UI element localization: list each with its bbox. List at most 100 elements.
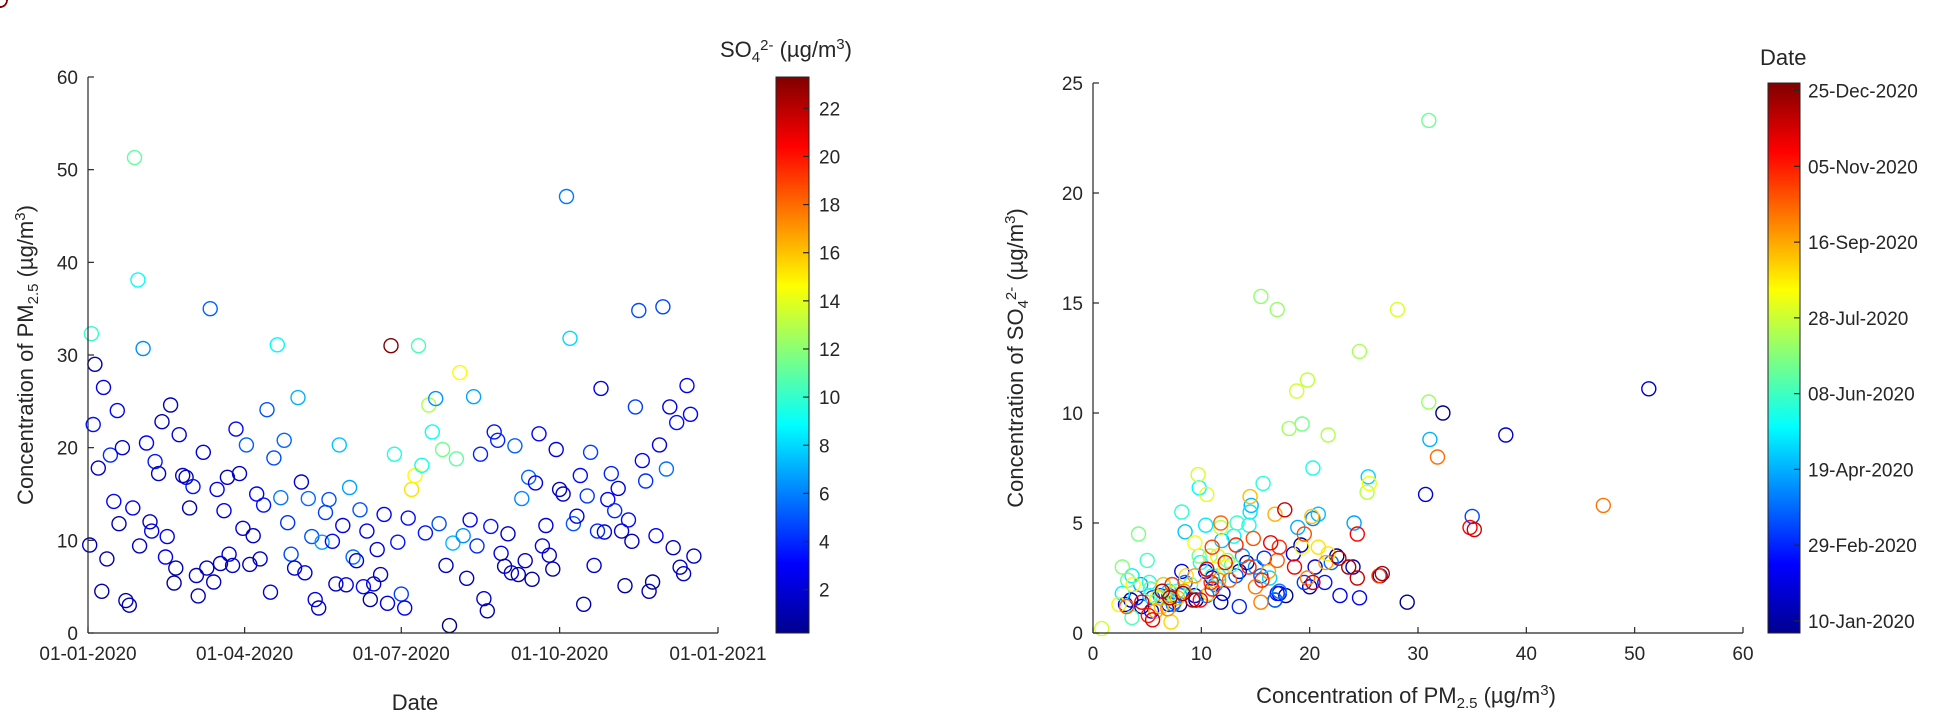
- right-scatter-point: [1595, 497, 1612, 514]
- left-scatter-point: [245, 528, 261, 544]
- right-scatter-point: [1310, 539, 1327, 555]
- left-scatter-point: [311, 600, 327, 616]
- left-scatter-point: [686, 548, 702, 564]
- right-scatter-point: [1351, 343, 1368, 360]
- right-scatter-point: [1192, 592, 1209, 608]
- left-scatter-point: [582, 444, 599, 460]
- left-scatter-point: [514, 490, 530, 507]
- left-scatter-point: [490, 432, 506, 448]
- right-x-tick-label: 10: [1191, 644, 1212, 665]
- right-scatter-point: [1417, 486, 1434, 503]
- left-scatter-point: [500, 526, 516, 542]
- right-colorbar-title: Date: [1760, 45, 1806, 70]
- right-colorbar-tick-label: 28-Jul-2020: [1808, 309, 1908, 330]
- left-colorbar-title: SO42- (µg/m3): [720, 36, 852, 66]
- left-scatter-point: [157, 549, 174, 565]
- right-y-tick-label: 10: [1062, 404, 1083, 425]
- left-scatter-point: [143, 523, 160, 539]
- left-scatter-point: [634, 452, 650, 469]
- left-scatter-point: [159, 528, 175, 545]
- right-x-tick-label: 20: [1299, 644, 1320, 665]
- left-scatter-point: [669, 414, 685, 431]
- left-scatter-point: [99, 551, 115, 567]
- left-scatter-point: [555, 486, 571, 502]
- right-axes: [1092, 83, 1743, 634]
- left-scatter-point: [273, 490, 289, 506]
- right-scatter-point: [1286, 559, 1303, 575]
- left-scatter-point: [576, 596, 592, 612]
- right-scatter-point: [1421, 394, 1437, 410]
- left-scatter-point: [697, 0, 711, 7]
- left-scatter-point: [355, 579, 372, 595]
- left-scatter-point: [142, 514, 158, 530]
- left-x-ticks: 01-01-2020 01-04-2020 01-07-2020 01-10-2020…: [39, 627, 767, 665]
- left-scatter-point: [593, 380, 609, 397]
- right-scatter-point: [1219, 552, 1236, 569]
- left-scatter-point: [644, 574, 661, 590]
- right-y-axis-label: Concentration of SO42- (µg/m3): [1002, 208, 1032, 508]
- right-scatter-point: [1340, 559, 1357, 575]
- right-scatter-point: [1213, 515, 1229, 531]
- left-scatter-point: [434, 441, 451, 458]
- left-scatter-point: [331, 437, 347, 453]
- right-scatter-point: [1155, 576, 1172, 593]
- left-scatter-point: [708, 0, 722, 7]
- right-scatter-point: [1304, 508, 1320, 525]
- right-x-tick-label: 50: [1624, 644, 1645, 665]
- right-scatter-point: [1269, 552, 1285, 569]
- left-scatter-point: [181, 500, 198, 516]
- left-scatter-point: [280, 515, 296, 531]
- right-scatter-point: [1144, 612, 1161, 628]
- right-scatter-point: [1148, 603, 1164, 619]
- left-scatter-point: [199, 560, 215, 576]
- left-chart: 01-01-2020 01-04-2020 01-07-2020 01-10-2020…: [12, 0, 852, 715]
- left-scatter-point: [125, 500, 141, 516]
- right-scatter-point: [1153, 598, 1170, 615]
- left-scatter-point: [613, 523, 630, 539]
- left-scatter-point: [548, 441, 564, 458]
- left-scatter-point: [352, 502, 368, 518]
- left-scatter-point: [87, 356, 103, 372]
- left-scatter-point: [102, 447, 119, 463]
- right-scatter-point: [1178, 568, 1194, 584]
- right-scatter-point: [1346, 515, 1362, 531]
- right-scatter-point: [1213, 594, 1229, 610]
- right-scatter-point: [1429, 449, 1446, 465]
- right-scatter-point: [1269, 301, 1285, 318]
- right-scatter-point: [1293, 537, 1309, 553]
- right-colorbar-tick-label: 05-Nov-2020: [1808, 157, 1918, 178]
- left-scatter-point: [297, 565, 313, 581]
- left-x-axis-label: Date: [392, 690, 438, 715]
- left-scatter-point: [675, 566, 692, 582]
- left-scatter-point: [627, 399, 644, 415]
- left-scatter-point: [212, 555, 229, 572]
- left-scatter-point: [607, 503, 623, 519]
- left-colorbar-tick-label: 10: [819, 388, 840, 409]
- left-scatter-point: [610, 480, 626, 497]
- left-scatter-point: [400, 510, 416, 526]
- right-scatter-point: [1332, 587, 1348, 604]
- right-scatter-point: [1422, 431, 1438, 448]
- left-scatter-point: [341, 479, 358, 496]
- left-scatter-point: [414, 457, 430, 473]
- left-scatter-point: [445, 535, 461, 551]
- left-scatter-point: [579, 488, 595, 504]
- left-scatter-point: [81, 537, 98, 553]
- left-scatter-point: [565, 516, 582, 532]
- right-scatter-point: [1217, 554, 1233, 571]
- left-scatter-point: [682, 406, 699, 422]
- right-scatter-point: [1124, 568, 1140, 584]
- left-scatter-point: [95, 379, 112, 396]
- left-scatter-point: [242, 556, 258, 573]
- left-scatter-point: [452, 364, 468, 381]
- left-scatter-point: [324, 533, 341, 549]
- right-colorbar-tick-label: 10-Jan-2020: [1808, 612, 1915, 633]
- left-scatter-point: [459, 570, 475, 586]
- left-scatter-point: [276, 432, 292, 448]
- left-scatter-point: [469, 538, 485, 554]
- left-scatter-point: [410, 338, 427, 354]
- right-scatter-point: [1124, 609, 1140, 626]
- left-scatter-point: [694, 0, 708, 7]
- left-colorbar-tick-label: 6: [819, 484, 830, 505]
- left-scatter-point: [345, 549, 361, 565]
